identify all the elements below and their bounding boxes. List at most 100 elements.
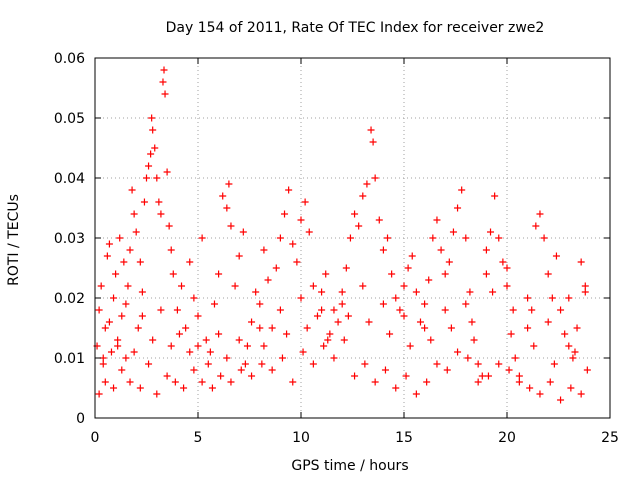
data-point — [235, 252, 243, 260]
data-point — [126, 378, 134, 386]
data-point — [416, 318, 424, 326]
data-point — [561, 330, 569, 338]
data-point — [190, 294, 198, 302]
data-point — [400, 282, 408, 290]
x-tick-label: 10 — [292, 430, 310, 446]
data-point — [581, 282, 589, 290]
data-point — [355, 222, 363, 230]
y-tick-label: 0.05 — [54, 111, 85, 127]
data-point — [569, 354, 577, 362]
data-point — [565, 342, 573, 350]
data-point — [198, 378, 206, 386]
data-point — [557, 396, 565, 404]
y-tick-label: 0.06 — [54, 51, 85, 67]
data-point — [268, 324, 276, 332]
data-point — [449, 228, 457, 236]
data-point — [227, 222, 235, 230]
data-point — [577, 258, 585, 266]
data-point — [546, 378, 554, 386]
data-point — [367, 126, 375, 134]
data-point — [190, 366, 198, 374]
data-point — [107, 348, 115, 356]
data-point — [447, 324, 455, 332]
data-point — [536, 390, 544, 398]
data-point — [202, 336, 210, 344]
data-point — [412, 288, 420, 296]
data-point — [412, 390, 420, 398]
data-point — [361, 360, 369, 368]
data-point — [180, 384, 188, 392]
data-point — [489, 288, 497, 296]
data-point — [503, 264, 511, 272]
data-point — [163, 372, 171, 380]
data-point — [289, 240, 297, 248]
data-point — [114, 342, 122, 350]
data-point — [268, 366, 276, 374]
data-point — [101, 324, 109, 332]
data-point — [530, 342, 538, 350]
data-point — [330, 306, 338, 314]
x-axis-title: GPS time / hours — [291, 458, 408, 474]
data-point — [258, 360, 266, 368]
data-point — [371, 174, 379, 182]
data-point — [182, 324, 190, 332]
data-point — [482, 270, 490, 278]
data-point — [235, 336, 243, 344]
data-point — [136, 384, 144, 392]
data-point — [252, 288, 260, 296]
data-point — [351, 372, 359, 380]
data-point — [132, 228, 140, 236]
data-point — [466, 288, 474, 296]
data-point — [396, 306, 404, 314]
data-point — [359, 192, 367, 200]
data-point — [351, 210, 359, 218]
data-point — [114, 336, 122, 344]
data-points — [93, 66, 591, 404]
data-point — [338, 300, 346, 308]
data-point — [318, 288, 326, 296]
data-point — [503, 282, 511, 290]
data-point — [462, 234, 470, 242]
data-point — [454, 348, 462, 356]
data-point — [567, 384, 575, 392]
y-axis-ticks: 0 0.01 0.02 0.03 0.04 0.05 0.06 — [54, 51, 610, 427]
data-point — [276, 306, 284, 314]
data-point — [528, 306, 536, 314]
data-point — [324, 336, 332, 344]
data-point — [215, 270, 223, 278]
data-point — [138, 288, 146, 296]
data-point — [124, 282, 132, 290]
data-point — [99, 360, 107, 368]
data-point — [427, 336, 435, 344]
data-point — [95, 306, 103, 314]
data-point — [140, 198, 148, 206]
data-point — [433, 216, 441, 224]
data-point — [120, 258, 128, 266]
y-axis-title: ROTI / TECUs — [6, 194, 22, 286]
data-point — [379, 300, 387, 308]
x-tick-label: 15 — [395, 430, 413, 446]
data-point — [198, 234, 206, 242]
data-point — [157, 210, 165, 218]
data-point — [565, 294, 573, 302]
data-point — [425, 276, 433, 284]
data-point — [404, 264, 412, 272]
data-point — [147, 150, 155, 158]
data-point — [297, 294, 305, 302]
data-point — [126, 246, 134, 254]
data-point — [392, 384, 400, 392]
data-point — [454, 204, 462, 212]
data-point — [433, 360, 441, 368]
x-tick-label: 25 — [601, 430, 619, 446]
data-point — [149, 336, 157, 344]
data-point — [464, 354, 472, 362]
data-point — [515, 378, 523, 386]
data-point — [276, 234, 284, 242]
data-point — [342, 264, 350, 272]
data-point — [159, 78, 167, 86]
data-point — [256, 300, 264, 308]
data-point — [365, 318, 373, 326]
data-point — [130, 348, 138, 356]
data-point — [153, 390, 161, 398]
